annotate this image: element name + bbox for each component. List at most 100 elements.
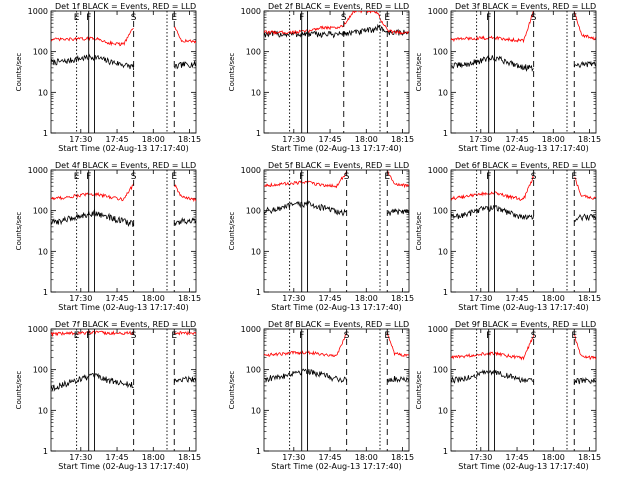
marker-label: E [171,13,177,23]
x-tick-label: 17:45 [506,453,529,462]
plot-frame [450,10,597,134]
panel-8: Det 8f BLACK = Events, RED = LLD 1 10 100 10… [228,320,414,471]
x-tick-label: 18:15 [578,135,601,144]
series-events-line [173,61,196,70]
y-tick-label: 1000 [241,166,261,175]
panel-title: Det 6f BLACK = Events, RED = LLD [455,161,596,170]
series-events-line [451,55,534,72]
panel-title: Det 9f BLACK = Events, RED = LLD [455,320,596,329]
marker-label: F [86,13,91,23]
marker-label: F [86,331,91,341]
x-tick-label: 17:30 [282,135,305,144]
marker-label: S [131,13,137,23]
x-tick-label: 17:45 [506,294,529,303]
x-axis-label: Start Time (02-Aug-13 17:17:40) [271,303,402,312]
y-tick-label: 100 [433,207,448,216]
plot-frame [450,328,597,452]
x-tick-label: 17:45 [319,294,342,303]
y-tick-label: 10 [38,406,48,415]
y-tick-label: 1 [43,129,48,138]
marker-label: S [531,13,537,23]
panel-4: Det 4f BLACK = Events, RED = LLD 1 10 100 10… [15,161,201,312]
marker-label: E [384,13,390,23]
y-tick-label: 10 [251,247,261,256]
y-axis-label: Counts/sec [228,212,236,251]
y-axis-label: Counts/sec [228,371,236,410]
marker-label: F [486,13,491,23]
x-tick-label: 17:30 [282,453,305,462]
marker-label: E [571,13,577,23]
x-tick-label: 17:30 [69,453,92,462]
y-tick-label: 1 [256,447,261,456]
y-axis-label: Counts/sec [415,212,423,251]
marker-label: E [171,172,177,182]
y-axis-label: Counts/sec [15,371,23,410]
series-lld-line [386,170,409,189]
series-lld-line [264,11,409,36]
series-events-line [264,200,347,217]
y-tick-label: 1 [443,288,448,297]
series-lld-line [573,11,596,41]
series-lld-line [51,183,134,202]
panel-title: Det 4f BLACK = Events, RED = LLD [55,161,196,170]
y-tick-label: 1000 [241,325,261,334]
series-events-line [51,208,134,228]
x-tick-label: 18:15 [178,294,201,303]
y-tick-label: 10 [38,247,48,256]
plot-frame [50,169,197,293]
marker-label: E [571,172,577,182]
x-axis-label: Start Time (02-Aug-13 17:17:40) [58,462,189,471]
marker-label: F [486,331,491,341]
panel-5: Det 5f BLACK = Events, RED = LLD 1 10 100 10… [228,161,414,312]
y-tick-label: 1 [256,129,261,138]
panel-title: Det 7f BLACK = Events, RED = LLD [55,320,196,329]
marker-label: E [74,13,80,23]
x-tick-label: 18:00 [355,135,378,144]
x-tick-label: 18:15 [578,453,601,462]
x-axis-label: Start Time (02-Aug-13 17:17:40) [458,303,589,312]
x-tick-label: 17:30 [469,294,492,303]
series-lld-line [574,177,596,200]
x-tick-label: 18:00 [355,294,378,303]
x-tick-label: 17:45 [106,135,129,144]
panel-title: Det 1f BLACK = Events, RED = LLD [55,2,196,11]
series-lld-line [451,175,534,201]
series-lld-line [451,335,534,361]
marker-label: S [344,331,350,341]
series-events-line [386,376,409,383]
marker-label: S [131,331,137,341]
x-tick-label: 18:00 [542,294,565,303]
y-tick-label: 100 [433,48,448,57]
panel-title: Det 5f BLACK = Events, RED = LLD [268,161,409,170]
panel-1: Det 1f BLACK = Events, RED = LLD 1 10 100 10… [15,2,201,153]
marker-label: E [74,172,80,182]
x-tick-label: 18:15 [178,135,201,144]
series-lld-line [386,331,409,358]
x-tick-label: 18:00 [355,453,378,462]
y-tick-label: 10 [438,88,448,97]
plot-frame [263,169,410,293]
x-axis-label: Start Time (02-Aug-13 17:17:40) [458,462,589,471]
y-tick-label: 100 [246,207,261,216]
x-tick-label: 18:00 [542,453,565,462]
series-events-line [573,60,596,69]
x-tick-label: 17:45 [106,294,129,303]
plot-frame [450,169,597,293]
y-axis-label: Counts/sec [228,53,236,92]
series-events-line [387,208,409,216]
x-tick-label: 17:45 [506,135,529,144]
y-tick-label: 100 [33,207,48,216]
x-tick-label: 18:00 [542,135,565,144]
series-lld-line [451,11,534,44]
x-axis-label: Start Time (02-Aug-13 17:17:40) [271,144,402,153]
marker-label: F [299,13,304,23]
y-tick-label: 10 [438,247,448,256]
y-axis-label: Counts/sec [415,371,423,410]
x-tick-label: 17:30 [469,453,492,462]
x-tick-label: 18:15 [391,135,414,144]
y-tick-label: 10 [251,88,261,97]
marker-label: F [299,331,304,341]
series-events-line [264,368,347,384]
y-tick-label: 10 [251,406,261,415]
